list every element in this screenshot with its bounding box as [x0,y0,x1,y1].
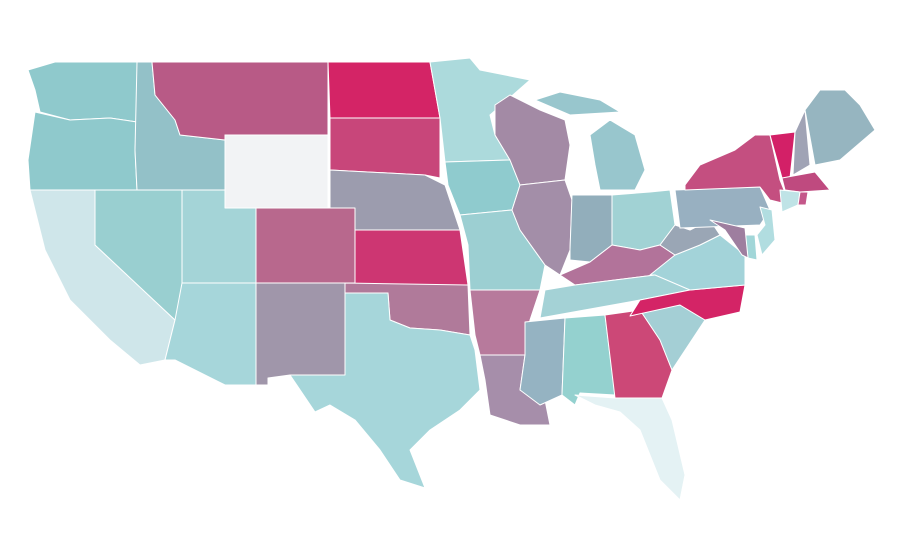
state [27,111,138,191]
state [327,61,441,119]
state [534,91,621,116]
state [779,189,801,213]
state [756,206,776,256]
state [684,134,791,206]
state [659,219,721,256]
state [574,394,686,501]
state [27,61,138,123]
state [589,119,646,191]
state [444,159,521,216]
state [494,94,571,186]
state [329,117,441,179]
state [289,292,481,489]
state [164,282,257,386]
state [151,61,329,141]
state [255,207,356,284]
state [674,186,771,229]
state [792,109,811,176]
state [224,134,329,209]
state [709,219,749,259]
state [781,171,831,193]
state [519,317,566,406]
state [255,282,346,386]
state [804,89,876,166]
state [354,229,469,286]
state [797,191,809,206]
state [429,57,531,163]
